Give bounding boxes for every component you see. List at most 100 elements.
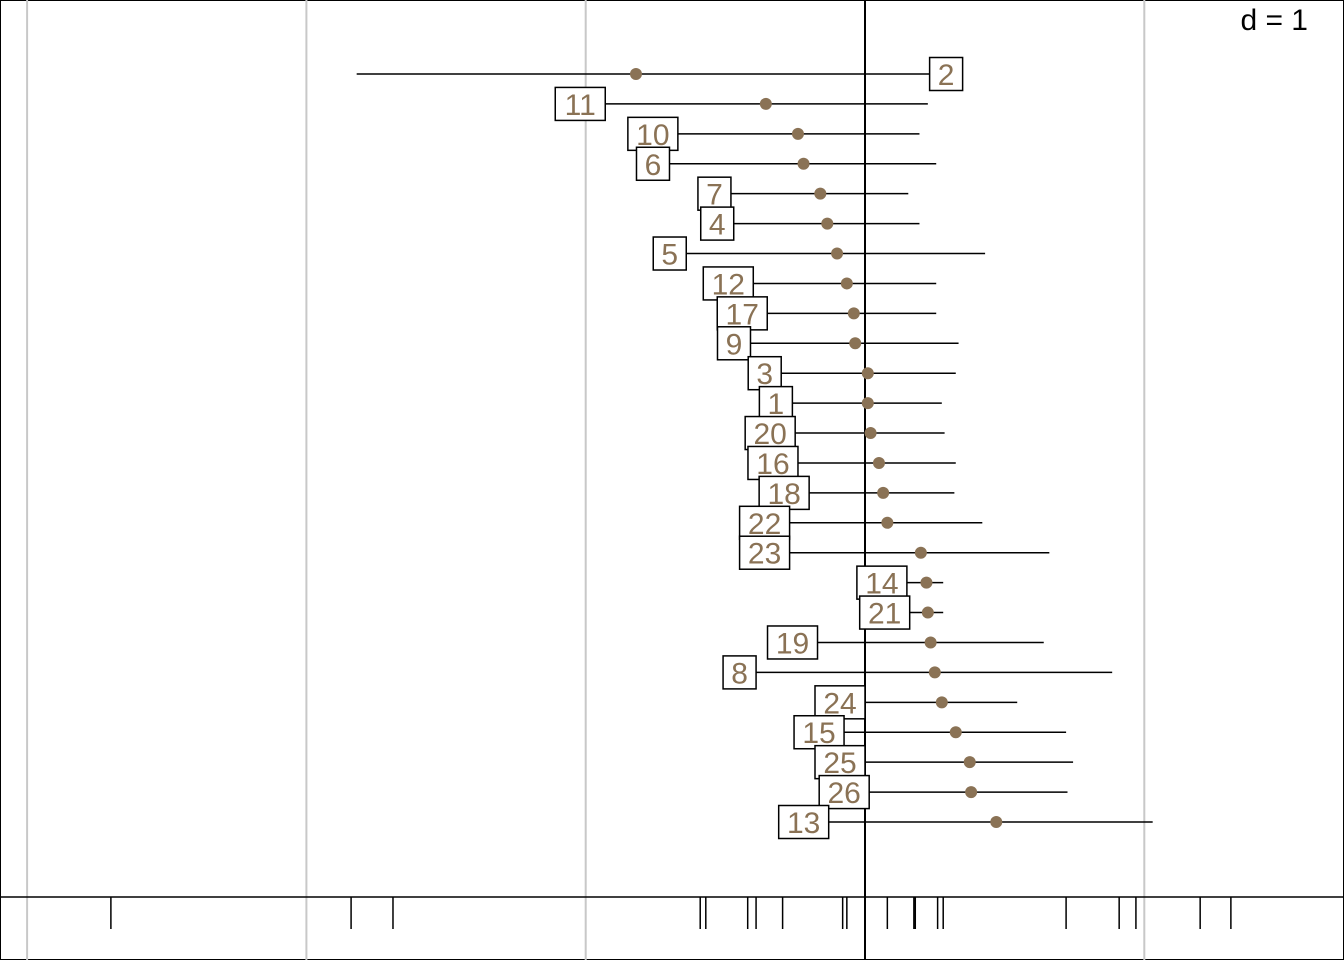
point-label: 15 xyxy=(802,717,835,750)
data-point xyxy=(963,756,976,769)
point-label: 12 xyxy=(712,268,745,301)
label-box xyxy=(652,236,687,271)
point-label: 4 xyxy=(709,209,726,242)
data-point xyxy=(872,456,885,469)
data-point xyxy=(965,786,978,799)
data-point xyxy=(914,546,927,559)
point-label: 17 xyxy=(726,298,759,331)
label-box xyxy=(777,804,830,840)
series-row: 12 xyxy=(702,266,937,301)
series-row: 8 xyxy=(722,655,1113,690)
point-label: 18 xyxy=(767,478,800,511)
label-box xyxy=(928,56,964,92)
point-label: 26 xyxy=(828,777,861,810)
point-label: 1 xyxy=(768,388,785,421)
series-row: 25 xyxy=(814,744,1074,780)
data-point xyxy=(849,337,862,350)
point-label: 14 xyxy=(865,568,898,601)
data-point xyxy=(759,97,772,110)
data-point xyxy=(920,576,933,589)
label-box xyxy=(766,625,819,660)
series-row: 19 xyxy=(766,625,1044,660)
rug-ticks xyxy=(110,897,1232,929)
data-point xyxy=(797,157,810,170)
label-box xyxy=(738,505,791,541)
point-label: 6 xyxy=(645,149,662,182)
data-point xyxy=(821,217,834,230)
data-point xyxy=(864,427,877,440)
series-row: 11 xyxy=(554,86,928,122)
data-point xyxy=(814,187,827,200)
point-label: 11 xyxy=(565,89,596,122)
grid-lines xyxy=(26,0,1146,960)
data-point xyxy=(861,367,874,380)
series-row: 18 xyxy=(758,475,955,511)
scale-label: d = 1 xyxy=(1240,4,1308,37)
label-box xyxy=(856,565,908,600)
point-label: 2 xyxy=(938,59,955,92)
label-box xyxy=(793,714,845,750)
point-label: 13 xyxy=(787,807,820,840)
data-point xyxy=(861,397,874,410)
series-row: 16 xyxy=(747,445,956,481)
data-point xyxy=(924,636,937,649)
data-point xyxy=(629,68,642,80)
data-point xyxy=(928,666,941,679)
series-row: 13 xyxy=(777,804,1153,840)
point-label: 5 xyxy=(661,239,678,272)
label-box xyxy=(554,86,607,122)
series-row: 22 xyxy=(738,505,983,541)
label-box xyxy=(722,655,757,690)
point-label: 19 xyxy=(776,627,809,660)
point-label: 7 xyxy=(706,179,723,212)
series-row: 23 xyxy=(738,535,1050,571)
series-row: 5 xyxy=(652,236,986,272)
label-box xyxy=(738,535,791,570)
label-box xyxy=(627,116,679,152)
point-label: 3 xyxy=(756,358,773,391)
data-point xyxy=(791,127,804,140)
point-label: 24 xyxy=(823,687,856,720)
label-box xyxy=(635,146,671,182)
data-point xyxy=(921,606,934,619)
point-label: 21 xyxy=(868,598,901,631)
series-row: 26 xyxy=(818,774,1068,810)
data-point xyxy=(840,277,853,290)
series-row: 14 xyxy=(856,565,944,601)
data-point xyxy=(949,726,962,739)
point-label: 20 xyxy=(753,418,786,451)
label-box xyxy=(716,296,768,331)
data-point xyxy=(990,816,1003,828)
point-label: 22 xyxy=(748,508,781,541)
series-row: 10 xyxy=(627,116,920,152)
point-label: 8 xyxy=(731,657,748,690)
point-label: 16 xyxy=(756,448,789,481)
series-row: 21 xyxy=(858,595,944,631)
data-point xyxy=(877,486,890,499)
series-row: 4 xyxy=(699,206,920,242)
data-point xyxy=(831,247,844,260)
label-box xyxy=(758,475,810,511)
series-row: 20 xyxy=(744,415,945,451)
data-point xyxy=(935,696,948,709)
label-box xyxy=(716,326,752,361)
series-row: 6 xyxy=(635,146,937,182)
label-box xyxy=(744,415,796,451)
label-box xyxy=(699,206,735,241)
series-row: 17 xyxy=(716,296,937,331)
label-box xyxy=(858,595,911,630)
point-label: 23 xyxy=(748,538,781,571)
series-row: 24 xyxy=(814,685,1018,720)
series-row: 2 xyxy=(356,56,964,92)
point-label: 9 xyxy=(726,328,743,361)
data-point xyxy=(881,516,894,529)
data-point xyxy=(847,307,860,320)
label-box xyxy=(814,744,866,780)
label-box xyxy=(818,774,870,810)
point-label: 25 xyxy=(823,747,856,780)
series-row: 15 xyxy=(793,714,1067,750)
